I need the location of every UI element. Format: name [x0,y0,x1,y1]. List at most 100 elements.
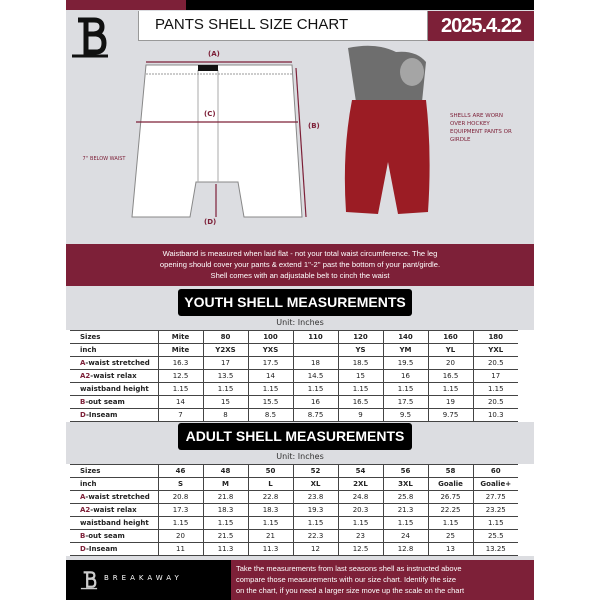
table-cell: 1.15 [157,382,203,396]
measure-code: D [80,545,86,553]
table-cell: 23.8 [292,490,338,504]
table-cell: 60 [472,464,518,478]
table-cell: 9.75 [427,408,473,422]
table-cell: 15.5 [247,395,293,409]
table-cell: 160 [427,330,473,344]
table-cell: 1.15 [382,382,428,396]
table-cell: 25 [427,529,473,543]
title-box: PANTS SHELL SIZE CHART [138,11,428,41]
table-cell: 16 [292,395,338,409]
table-cell: 18.3 [202,503,248,517]
table-cell: M [202,477,248,491]
footer-line: on the chart, if you need a larger size … [236,586,465,595]
table-cell: 18.5 [337,356,383,370]
row-label: A-waist stretched [70,490,158,504]
table-cell: 11.3 [202,542,248,556]
row-label: Sizes [70,464,158,478]
table-cell: 14 [157,395,203,409]
table-cell: YXL [472,343,518,357]
table-cell: 22.8 [247,490,293,504]
table-cell: 1.15 [472,382,518,396]
top-bar [186,0,534,10]
table-row: inch S M L XL 2XL 3XL Goalie Goalie+ [70,477,518,491]
table-cell: 20.5 [472,395,518,409]
youth-table-wrap: Sizes Mite 80 100 110 120 140 160 180 inch Mite Y2X… [66,330,534,422]
table-cell: Mite [157,330,203,344]
table-cell: YM [382,343,428,357]
table-cell: 21 [247,529,293,543]
table-cell: 80 [202,330,248,344]
table-cell: 46 [157,464,203,478]
table-cell: 17.3 [157,503,203,517]
label-a: (A) [208,50,220,58]
measure-code: A [80,493,86,501]
table-cell: 17 [472,369,518,383]
table-cell: 9.5 [382,408,428,422]
table-cell: 1.15 [382,516,428,530]
table-cell: 17.5 [382,395,428,409]
youth-size-table: Sizes Mite 80 100 110 120 140 160 180 inch Mite Y2X… [70,330,518,422]
table-row: waistband height 1.15 1.15 1.15 1.15 1.15 1.15… [70,382,518,396]
table-cell: 100 [247,330,293,344]
banner-line: Waistband is measured when laid flat - n… [162,249,438,258]
table-row: Sizes Mite 80 100 110 120 140 160 180 [70,330,518,344]
measure-code: D [80,411,86,419]
table-cell: 12.5 [337,542,383,556]
measure-label: -waist stretched [85,359,150,367]
date-badge: 2025.4.22 [428,11,534,41]
table-cell: 23.25 [472,503,518,517]
table-cell: 24.8 [337,490,383,504]
table-cell: 19 [427,395,473,409]
table-cell: 14.5 [292,369,338,383]
table-row: A-waist stretched 20.8 21.8 22.8 23.8 24.8 25.… [70,490,518,504]
label-b: (B) [308,122,320,130]
measure-code: A [80,359,86,367]
table-cell: 26.75 [427,490,473,504]
youth-section-title: YOUTH SHELL MEASUREMENTS [178,289,412,316]
row-label: waistband height [70,516,158,530]
table-cell: 16.5 [427,369,473,383]
measure-label: -waist stretched [85,493,150,501]
table-cell: 20 [427,356,473,370]
table-row: inch Mite Y2XS YXS YS YM YL YXL [70,343,518,357]
waistband-info-banner: Waistband is measured when laid flat - n… [66,244,534,286]
table-cell: 120 [337,330,383,344]
table-cell: 8 [202,408,248,422]
shell-note: SHELLS ARE WORN OVER HOCKEY EQUIPMENT PA… [450,113,512,143]
table-cell: Mite [157,343,203,357]
table-cell [292,343,338,357]
table-cell: 19.3 [292,503,338,517]
table-cell: 1.15 [157,516,203,530]
table-cell: 13 [427,542,473,556]
measure-label: waistband height [80,385,149,393]
row-label: inch [70,343,158,357]
table-cell: 24 [382,529,428,543]
table-cell: L [247,477,293,491]
table-cell: 48 [202,464,248,478]
table-cell: 1.15 [337,382,383,396]
measure-label: Sizes [80,333,101,341]
table-cell: YS [337,343,383,357]
table-cell: Goalie+ [472,477,518,491]
banner-line: Shell comes with an adjustable belt to c… [210,271,390,280]
row-label: D-Inseam [70,542,158,556]
row-label: B-out seam [70,395,158,409]
pants-diagram: (A) (C) (B) (D) 7'' BELOW WAIST SHELLS A… [66,42,534,240]
size-chart-page: PANTS SHELL SIZE CHART 2025.4.22 (A) (C)… [66,0,534,600]
footer-line: Take the measurements from last seasons … [236,564,462,573]
table-cell: 18.3 [247,503,293,517]
table-cell: 13.5 [202,369,248,383]
table-cell: 19.5 [382,356,428,370]
table-cell: 1.15 [472,516,518,530]
page-title: PANTS SHELL SIZE CHART [155,16,349,33]
table-cell: 11.3 [247,542,293,556]
measure-label: waistband height [80,519,149,527]
row-label: A2-waist relax [70,503,158,517]
row-label: A2-waist relax [70,369,158,383]
table-cell: S [157,477,203,491]
table-cell: 1.15 [427,382,473,396]
table-cell: YL [427,343,473,357]
measure-code: B [80,532,86,540]
table-cell: YXS [247,343,293,357]
table-cell: 110 [292,330,338,344]
